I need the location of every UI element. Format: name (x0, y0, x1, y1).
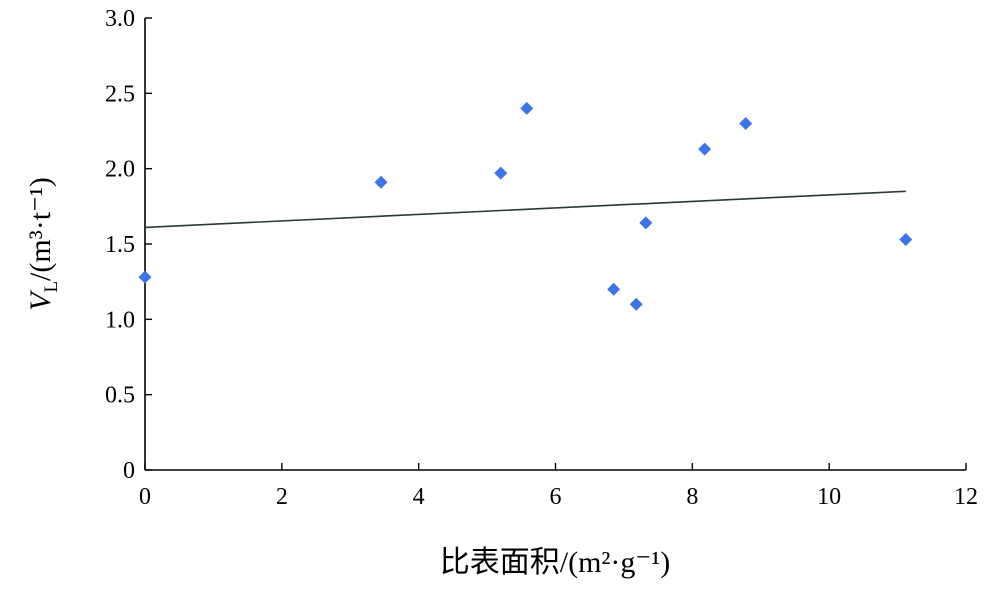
x-tick-label: 0 (139, 484, 151, 510)
x-tick-label: 8 (686, 484, 698, 510)
data-point-diamond (520, 101, 534, 115)
y-axis-title-unit: /(m³·t⁻¹) (24, 177, 57, 281)
x-tick-label: 10 (817, 484, 841, 510)
y-tick-label: 1.5 (105, 232, 135, 258)
x-axis-title: 比表面积/(m²·g⁻¹) (440, 546, 670, 579)
y-tick-label: 0 (123, 458, 135, 484)
axes (144, 18, 966, 471)
data-point-diamond (698, 142, 712, 156)
data-point-diamond (629, 297, 643, 311)
y-tick-label: 2.5 (105, 81, 135, 107)
y-tick-label: 3.0 (105, 6, 135, 32)
data-point-diamond (138, 270, 152, 284)
y-axis-title-sub: L (41, 281, 62, 293)
x-tick-label: 4 (413, 484, 425, 510)
y-axis-title: VL/(m³·t⁻¹) (24, 177, 62, 311)
trendline (144, 190, 906, 229)
y-tick-label: 2.0 (105, 157, 135, 183)
data-point-diamond (607, 282, 621, 296)
x-tick-label: 2 (276, 484, 288, 510)
y-tick-label: 1.0 (105, 307, 135, 333)
data-point-diamond (639, 216, 653, 230)
y-tick-label: 0.5 (105, 383, 135, 409)
data-point-diamond (739, 116, 753, 130)
data-point-diamond (899, 232, 913, 246)
data-point-diamond (494, 166, 508, 180)
trendline-layer (144, 190, 906, 229)
data-point-diamond (374, 175, 388, 189)
y-axis-title-main: V (24, 289, 57, 311)
x-tick-label: 12 (954, 484, 978, 510)
x-tick-label: 6 (550, 484, 562, 510)
ticks: 0 0.5 1.0 1.5 2.0 2.5 3.0 0 2 4 6 8 10 12 (105, 6, 978, 510)
data-points (138, 101, 913, 311)
